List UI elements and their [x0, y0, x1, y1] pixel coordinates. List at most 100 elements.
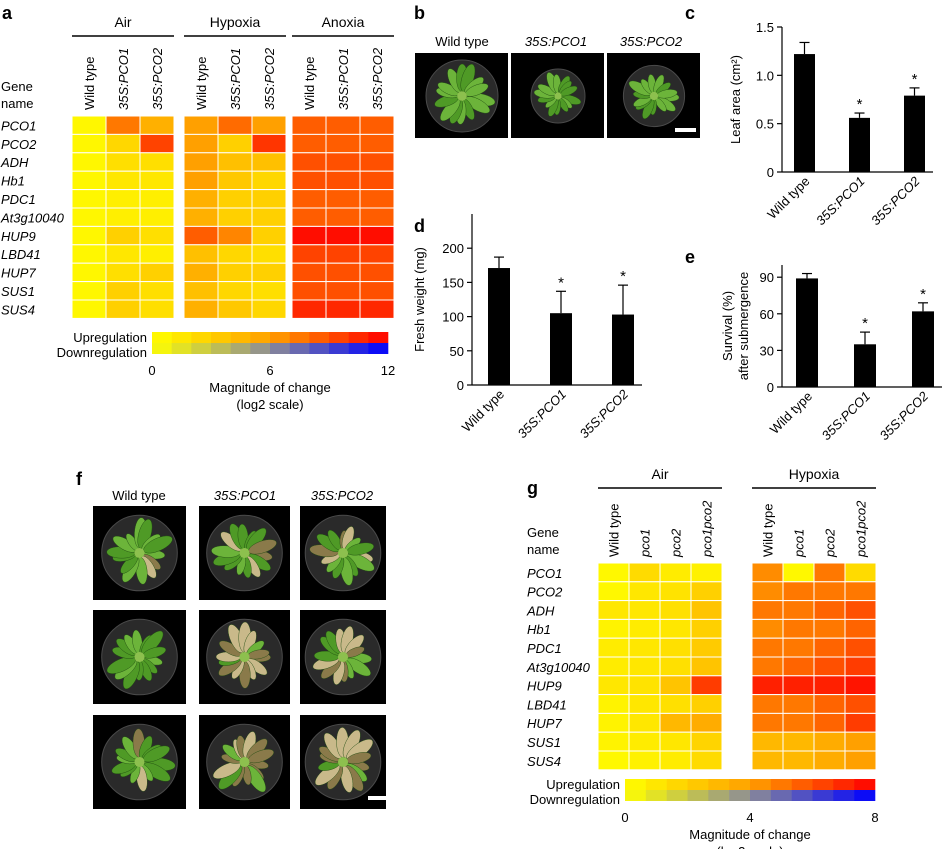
heatmap-cell [751, 694, 784, 714]
heatmap-cell [325, 170, 361, 191]
heatmap-cell [71, 207, 107, 227]
heatmap-cell [71, 133, 107, 154]
heatmap-cell [782, 637, 815, 658]
heatmap-cell [597, 562, 630, 583]
heatmap-cell [71, 225, 107, 246]
column-label: 35S:PCO2 [150, 47, 165, 110]
column-label: 35S:PCO1 [336, 48, 351, 110]
heatmap-cell [183, 262, 219, 283]
heatmap-cell [105, 207, 141, 227]
scale-swatch-down [329, 343, 349, 354]
heatmap-cell [139, 262, 175, 283]
heatmap-cell [183, 281, 219, 301]
heatmap-cell [217, 244, 253, 264]
gene-label: Gene [527, 525, 559, 540]
column-label: pco1pco2 [854, 500, 869, 558]
row-label: PDC1 [527, 641, 562, 656]
heatmap-cell [751, 637, 784, 658]
heatmap-cell [597, 675, 630, 696]
heatmap-cell [844, 581, 877, 602]
heatmap-cell [597, 712, 630, 733]
y-tick-label: 1.0 [756, 68, 774, 83]
heatmap-cell [628, 581, 661, 602]
heatmap-cell [251, 152, 287, 172]
scale-swatch-up [729, 779, 751, 790]
bar [849, 117, 870, 172]
heatmap-cell [139, 133, 175, 154]
row-label: PCO2 [1, 137, 37, 152]
x-tick-label: Wild type [459, 387, 507, 435]
rosette-center [554, 92, 562, 100]
heatmap-cell [291, 281, 327, 301]
heatmap-cell [183, 189, 219, 209]
rosette-center [134, 547, 145, 559]
heatmap-cell [291, 133, 327, 154]
heatmap-cell [690, 637, 723, 658]
scale-swatch-down [625, 790, 647, 801]
scale-swatch-down [854, 790, 876, 801]
heatmap-cell [690, 675, 723, 696]
gene-label: name [1, 96, 34, 111]
scale-swatch-down [770, 790, 792, 801]
scale-swatch-up [230, 332, 251, 343]
row-label: HUP7 [527, 716, 562, 731]
heatmap-cell [217, 115, 253, 135]
heatmap-cell [139, 152, 175, 172]
plant-photos-f: Wild type 35S:PCO1 35S:PCO2 [93, 488, 390, 809]
panel-label-f: f [76, 469, 83, 489]
heatmap-cell [217, 281, 253, 301]
bar [854, 344, 876, 387]
y-tick-label: 0 [767, 380, 774, 395]
heatmap-cell [217, 299, 253, 319]
column-label: pco1 [792, 529, 807, 558]
scale-swatch-down [791, 790, 813, 801]
heatmap-cell [813, 581, 846, 602]
heatmap-cell [291, 115, 327, 135]
heatmap-cell [359, 225, 395, 246]
panel-label-b: b [414, 3, 425, 23]
heatmap-cell [359, 262, 395, 283]
column-label: pco2 [823, 528, 838, 558]
x-tick-label: 35S:PCO2 [868, 173, 923, 228]
bar [794, 54, 815, 172]
heatmap-cell [71, 152, 107, 172]
heatmap-cell [291, 189, 327, 209]
column-label: pco2 [669, 528, 684, 558]
heatmap-cell [690, 581, 723, 602]
heatmap-cell [251, 207, 287, 227]
heatmap-cell [690, 731, 723, 752]
heatmap-cell [183, 152, 219, 172]
row-label: At3g10040 [0, 210, 65, 225]
heatmap-cell [690, 618, 723, 639]
row-label: Hb1 [527, 622, 551, 637]
heatmap-cell [251, 244, 287, 264]
column-label: 35S:PCO2 [370, 47, 385, 110]
scale-bar [675, 128, 696, 132]
scale-swatch-up [625, 779, 647, 790]
y-axis-label: Fresh weight (mg) [412, 247, 427, 352]
heatmap-cell [105, 115, 141, 135]
y-tick-label: 30 [760, 343, 774, 358]
heatmap-cell [659, 637, 692, 658]
heatmap-cell [359, 244, 395, 264]
photo-b-label-2: 35S:PCO1 [525, 34, 587, 49]
scale-swatch-down [666, 790, 688, 801]
rosette-center [134, 756, 145, 768]
row-label: SUS4 [1, 302, 35, 317]
scale-swatch-up [368, 332, 389, 343]
y-tick-label: 50 [450, 344, 464, 359]
significance-star: * [912, 71, 918, 88]
heatmap-cell [291, 244, 327, 264]
y-tick-label: 200 [442, 241, 464, 256]
scale-swatch-up [791, 779, 813, 790]
scale-swatch-down [152, 343, 172, 354]
group-label-hypoxia: Hypoxia [210, 14, 261, 30]
heatmap-cell [597, 637, 630, 658]
group-label-hypoxia: Hypoxia [789, 466, 840, 482]
heatmap-cell [359, 170, 395, 191]
heatmap-cell [139, 299, 175, 319]
scale-swatch-up [708, 779, 730, 790]
heatmap-cell [628, 694, 661, 714]
heatmap-cell [813, 712, 846, 733]
